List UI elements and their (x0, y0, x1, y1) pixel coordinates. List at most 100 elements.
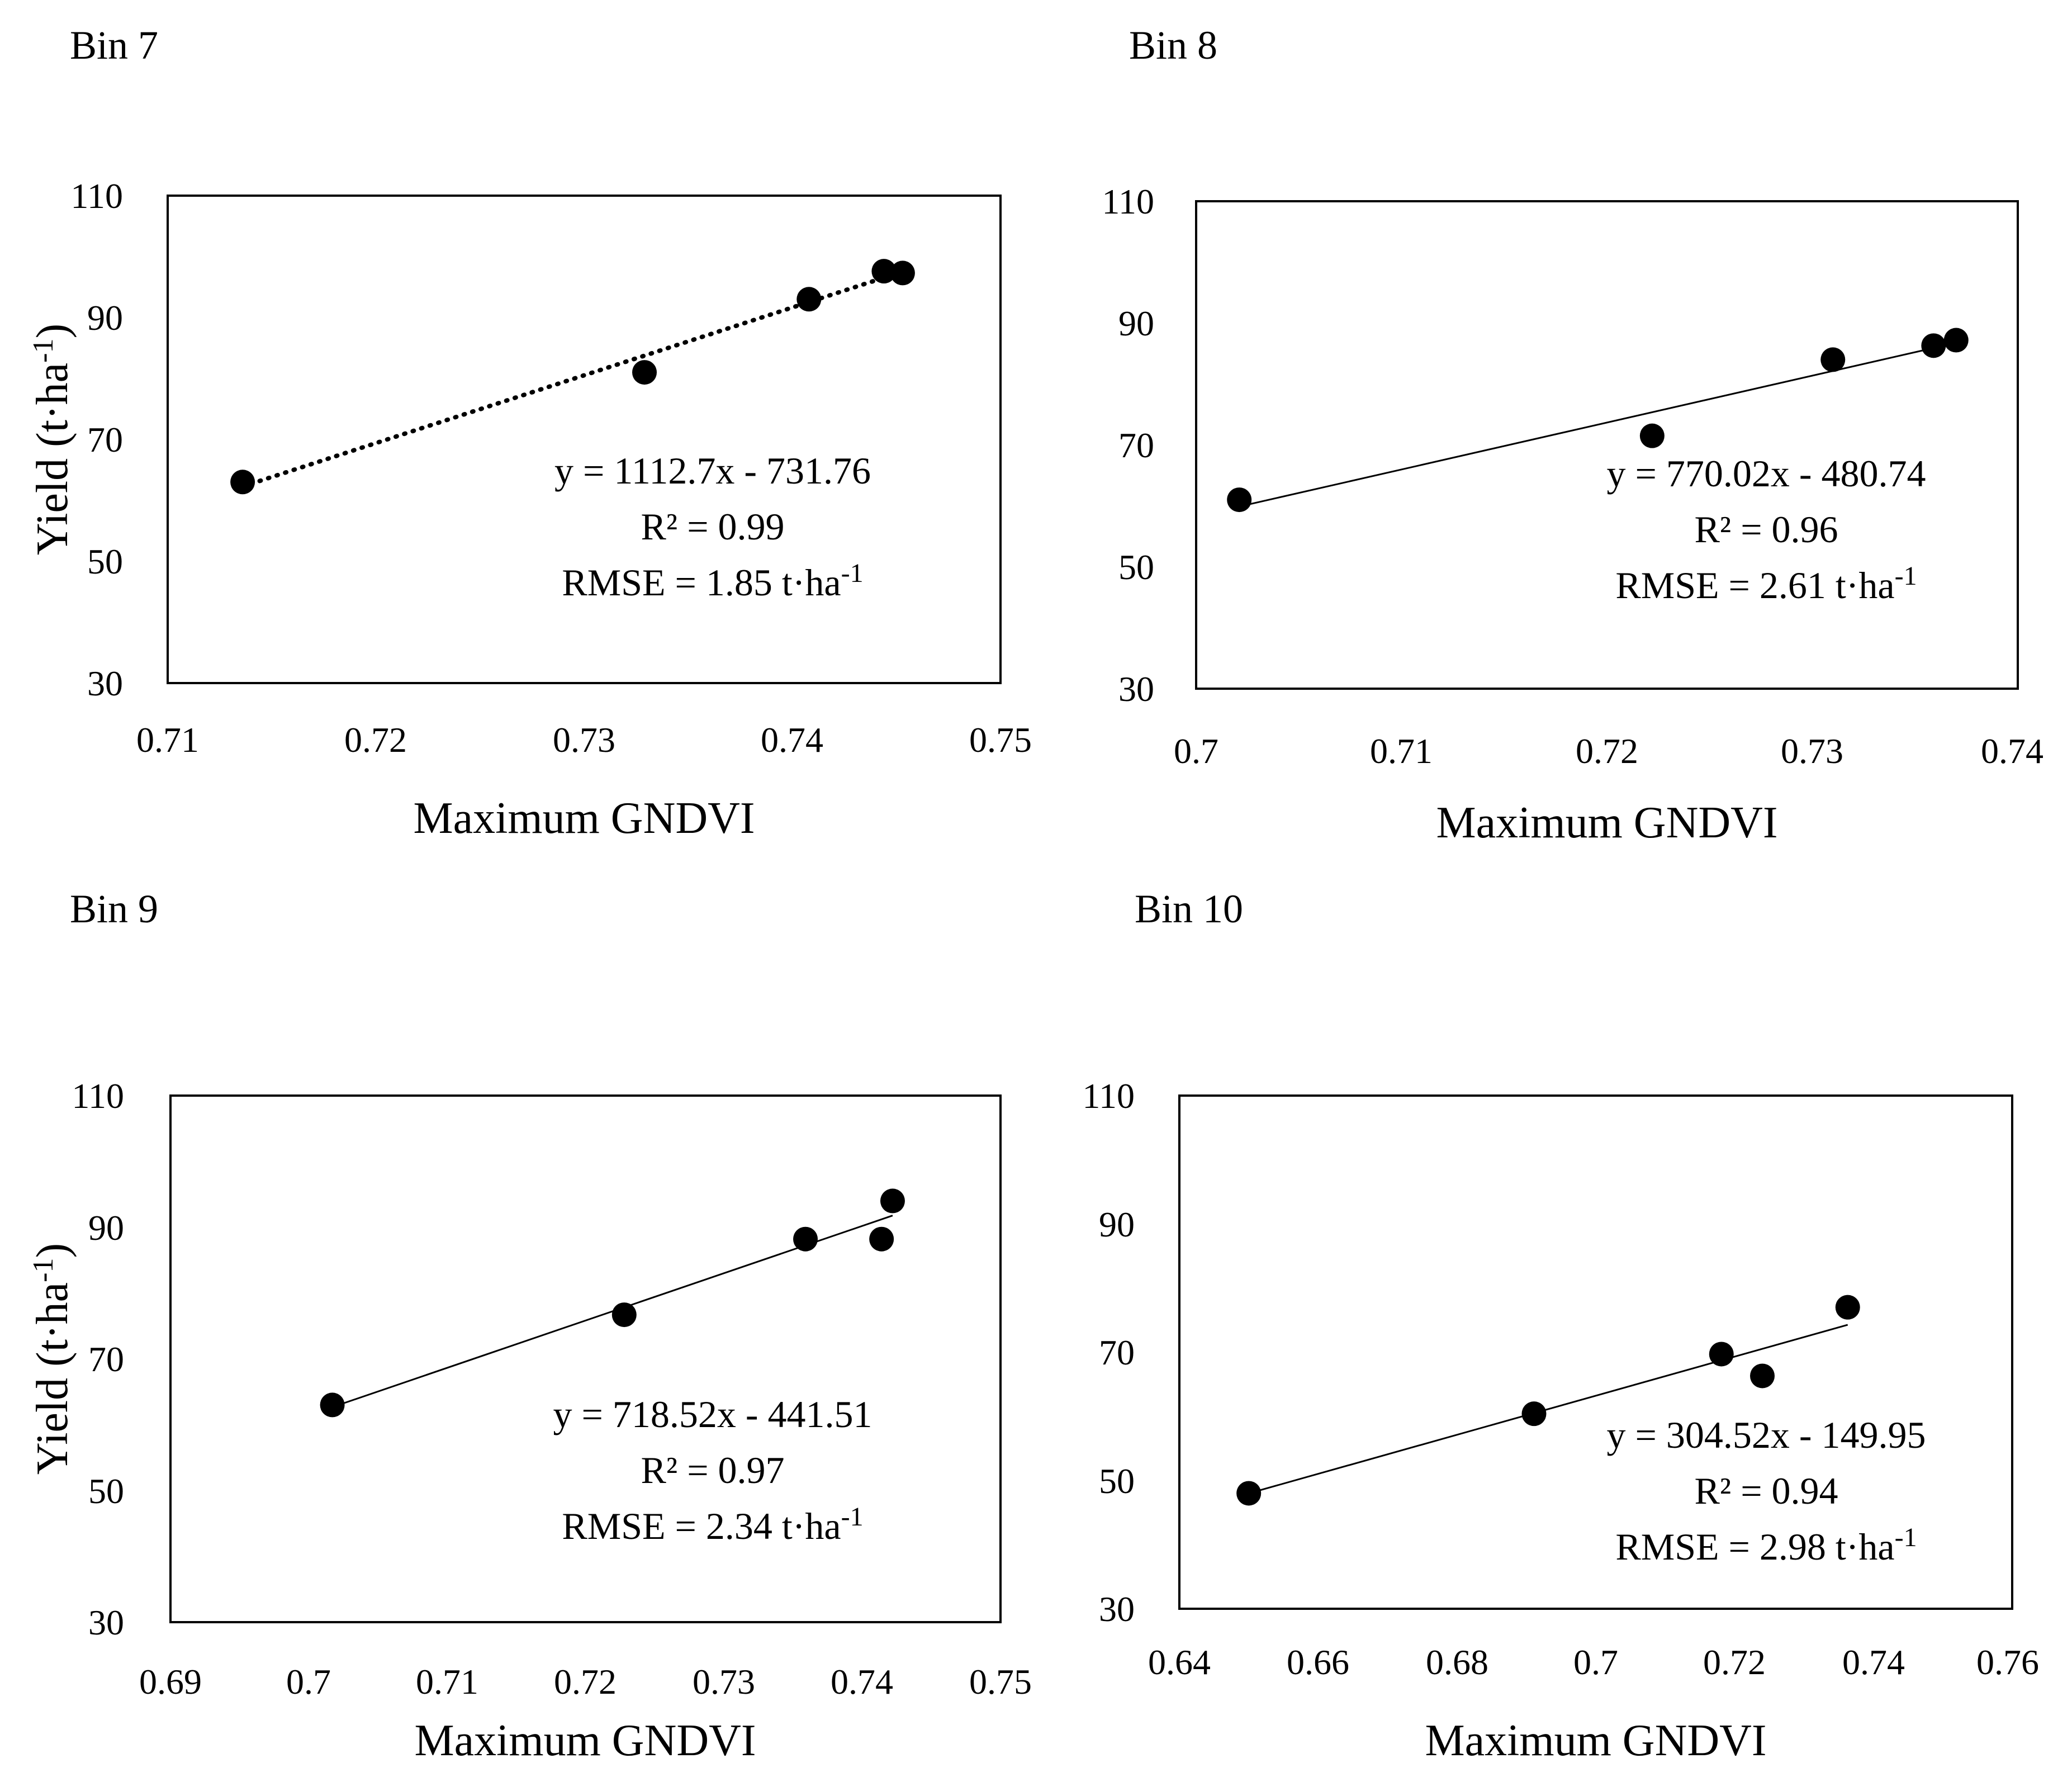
panel-bin-9: Bin 9 30 50 70 90 110 0.69 0.7 0.71 0.72… (27, 887, 1032, 1765)
y-tick-labels: 30 50 70 90 110 (1082, 1076, 1135, 1629)
panel-bin-10: Bin 10 30 50 70 90 110 0.64 0.66 0.68 0.… (1082, 887, 2039, 1765)
data-point (1820, 347, 1846, 372)
regression-equation: y = 718.52x - 441.51 (553, 1393, 873, 1435)
data-point (1227, 487, 1252, 513)
regression-equation: y = 770.02x - 480.74 (1607, 452, 1926, 495)
data-point (230, 470, 255, 495)
y-tick-label: 50 (87, 542, 123, 581)
rmse-label: RMSE = 2.34 t·ha-1 (562, 1502, 863, 1547)
x-tick-label: 0.71 (136, 720, 199, 760)
y-tick-label: 90 (88, 1208, 124, 1248)
data-point (890, 260, 915, 286)
x-tick-labels: 0.71 0.72 0.73 0.74 0.75 (136, 720, 1032, 760)
data-point (1921, 333, 1946, 358)
panel-title: Bin 8 (1129, 23, 1217, 68)
data-point (1709, 1342, 1734, 1367)
regression-stats: y = 1112.7x - 731.76 R² = 0.99 RMSE = 1.… (554, 449, 871, 604)
y-tick-label: 50 (88, 1471, 124, 1511)
data-point (320, 1392, 345, 1418)
y-tick-label: 110 (1082, 1076, 1135, 1116)
rmse-label: RMSE = 2.98 t·ha-1 (1615, 1523, 1917, 1568)
panel-bin-7: Bin 7 30 50 70 90 110 0.71 0.72 0.73 0.7… (27, 23, 1032, 843)
panel-bin-8: Bin 8 30 50 70 90 110 0.7 0.71 0.72 0.73… (1102, 23, 2043, 847)
x-tick-label: 0.66 (1287, 1642, 1349, 1682)
y-tick-label: 70 (1118, 425, 1154, 465)
data-point (1639, 423, 1665, 448)
y-tick-label: 30 (87, 664, 123, 703)
panel-title: Bin 9 (70, 887, 158, 931)
x-tick-label: 0.64 (1148, 1642, 1211, 1682)
trendline (1248, 1324, 1848, 1495)
y-tick-label: 70 (1099, 1333, 1135, 1372)
x-axis-label: Maximum GNDVI (1436, 798, 1777, 847)
regression-equation: y = 304.52x - 149.95 (1607, 1414, 1926, 1456)
x-tick-label: 0.69 (139, 1662, 202, 1702)
x-axis-label: Maximum GNDVI (413, 794, 755, 843)
y-tick-labels: 30 50 70 90 110 (1102, 182, 1154, 709)
data-point (880, 1188, 905, 1214)
data-point (1943, 328, 1969, 353)
r-squared-label: R² = 0.99 (641, 505, 784, 548)
x-tick-label: 0.73 (553, 720, 615, 760)
x-axis-label: Maximum GNDVI (414, 1716, 756, 1765)
x-tick-labels: 0.69 0.7 0.71 0.72 0.73 0.74 0.75 (139, 1662, 1032, 1702)
y-tick-label: 50 (1118, 547, 1154, 587)
plot-frame (1178, 1094, 2013, 1610)
y-tick-labels: 30 50 70 90 110 (72, 1076, 124, 1642)
x-tick-label: 0.73 (693, 1662, 755, 1702)
trendline (240, 269, 905, 489)
x-tick-label: 0.7 (286, 1662, 331, 1702)
x-tick-label: 0.73 (1781, 731, 1843, 771)
y-tick-label: 70 (87, 420, 123, 459)
regression-stats: y = 718.52x - 441.51 R² = 0.97 RMSE = 2.… (553, 1393, 873, 1547)
x-tick-label: 0.72 (1703, 1642, 1766, 1682)
y-tick-label: 90 (1118, 304, 1154, 343)
rmse-label: RMSE = 1.85 t·ha-1 (562, 558, 863, 604)
x-tick-labels: 0.7 0.71 0.72 0.73 0.74 (1174, 731, 2043, 771)
regression-equation: y = 1112.7x - 731.76 (554, 449, 871, 492)
x-tick-label: 0.74 (1981, 731, 2043, 771)
y-tick-label: 30 (88, 1603, 124, 1642)
x-tick-label: 0.7 (1573, 1642, 1618, 1682)
data-point (611, 1302, 637, 1328)
x-tick-label: 0.7 (1174, 731, 1218, 771)
data-point (1236, 1481, 1262, 1506)
regression-stats: y = 304.52x - 149.95 R² = 0.94 RMSE = 2.… (1607, 1414, 1926, 1568)
x-tick-label: 0.68 (1426, 1642, 1488, 1682)
x-tick-label: 0.72 (554, 1662, 617, 1702)
data-point (793, 1226, 818, 1252)
y-axis-label: Yield (t·ha-1) (27, 324, 77, 555)
data-point (1750, 1363, 1775, 1389)
r-squared-label: R² = 0.97 (641, 1449, 784, 1491)
panel-title: Bin 7 (70, 23, 158, 68)
x-tick-label: 0.74 (761, 720, 823, 760)
y-axis-label: Yield (t·ha-1) (27, 1243, 77, 1475)
data-point (869, 1226, 894, 1252)
y-tick-labels: 30 50 70 90 110 (70, 176, 123, 703)
data-points (1236, 1295, 1860, 1506)
data-points (230, 259, 915, 495)
plot-frame (167, 195, 1002, 684)
r-squared-label: R² = 0.94 (1694, 1470, 1838, 1512)
regression-stats: y = 770.02x - 480.74 R² = 0.96 RMSE = 2.… (1607, 452, 1926, 606)
y-tick-label: 110 (70, 176, 123, 216)
plot-frame (1195, 200, 2019, 690)
x-tick-label: 0.71 (1370, 731, 1433, 771)
x-tick-label: 0.75 (969, 1662, 1032, 1702)
x-axis-label: Maximum GNDVI (1425, 1716, 1766, 1765)
y-tick-label: 50 (1099, 1461, 1135, 1501)
data-point (871, 259, 897, 284)
y-tick-label: 110 (1102, 182, 1154, 221)
y-tick-label: 30 (1118, 669, 1154, 709)
y-tick-label: 70 (88, 1339, 124, 1379)
data-points (1227, 328, 1969, 513)
panel-title: Bin 10 (1135, 887, 1243, 931)
x-tick-label: 0.71 (416, 1662, 478, 1702)
data-point (796, 287, 822, 312)
y-tick-label: 110 (72, 1076, 124, 1116)
x-tick-label: 0.74 (831, 1662, 893, 1702)
x-tick-label: 0.76 (1976, 1642, 2039, 1682)
x-tick-label: 0.72 (1576, 731, 1638, 771)
x-tick-labels: 0.64 0.66 0.68 0.7 0.72 0.74 0.76 (1148, 1642, 2039, 1682)
